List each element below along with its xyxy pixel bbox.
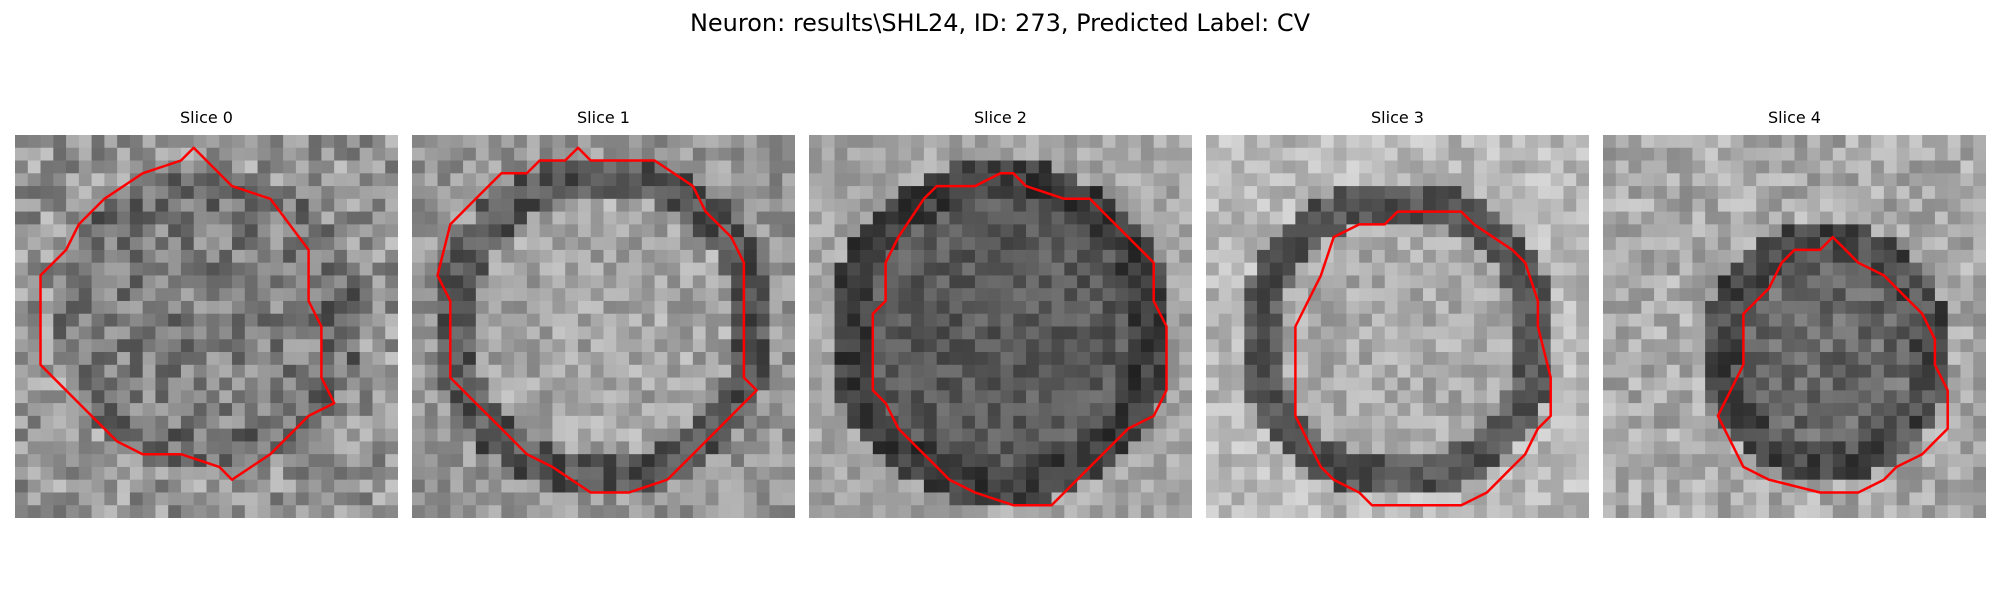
pixel-texture — [809, 135, 1192, 518]
slice-title: Slice 4 — [1768, 108, 1821, 127]
slice-image — [809, 135, 1192, 518]
segmentation-contour — [871, 172, 1168, 507]
slice-title: Slice 3 — [1371, 108, 1424, 127]
slice-title: Slice 0 — [180, 108, 233, 127]
segmentation-contour — [1716, 235, 1949, 494]
segmentation-contour — [436, 146, 758, 494]
slice-title: Slice 1 — [577, 108, 630, 127]
pixel-texture — [1206, 135, 1589, 518]
segmentation-contour — [1294, 210, 1552, 507]
figure-title: Neuron: results\SHL24, ID: 273, Predicte… — [689, 9, 1311, 37]
slice-image — [412, 135, 795, 518]
pixel-texture — [412, 135, 795, 518]
slice-image — [15, 135, 398, 518]
pixel-texture — [15, 135, 398, 518]
slice-panel-1: Slice 1 — [412, 108, 795, 518]
slice-image — [1206, 135, 1589, 518]
slice-image — [1603, 135, 1986, 518]
slice-panel-2: Slice 2 — [809, 108, 1192, 518]
slice-panel-0: Slice 0 — [15, 108, 398, 518]
slice-panel-3: Slice 3 — [1206, 108, 1589, 518]
pixel-texture — [1603, 135, 1986, 518]
slice-panel-4: Slice 4 — [1603, 108, 1986, 518]
segmentation-contour — [39, 146, 336, 481]
slice-title: Slice 2 — [974, 108, 1027, 127]
